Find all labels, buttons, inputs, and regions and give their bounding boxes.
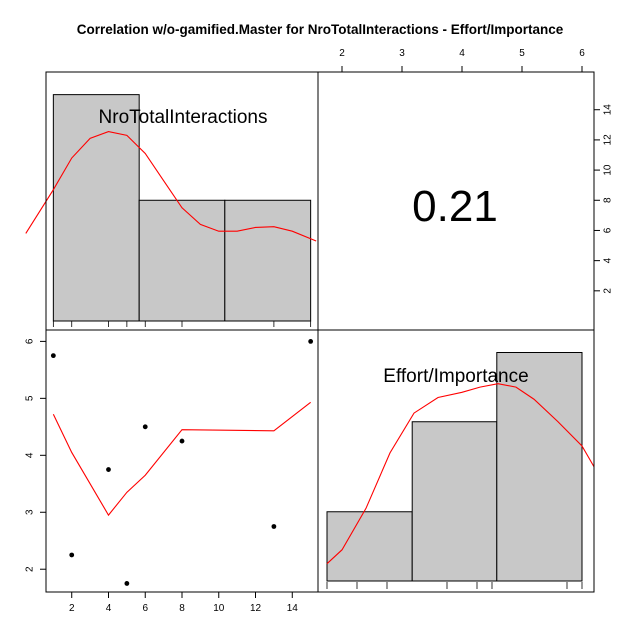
x-tick-label: 4 <box>106 603 112 614</box>
x-tick-label: 8 <box>179 603 185 614</box>
y-tick-label: 4 <box>25 452 36 458</box>
right-tick-label: 10 <box>603 164 614 176</box>
histogram-bar <box>496 352 583 582</box>
x-tick-label: 10 <box>213 603 225 614</box>
right-tick-label: 2 <box>603 288 614 294</box>
correlation-value: 0.21 <box>412 182 498 231</box>
density-curve <box>326 383 595 565</box>
data-point <box>124 581 130 586</box>
right-tick-label: 8 <box>603 197 614 203</box>
top-axis: 2 3 4 5 6 <box>339 48 585 72</box>
variable-label-nro-total-interactions: NroTotalInteractions <box>99 107 268 128</box>
top-tick-label: 2 <box>339 48 345 59</box>
variable-label-effort-importance: Effort/Importance <box>383 366 528 387</box>
histogram-bar <box>138 199 226 322</box>
x-tick-label: 2 <box>69 603 75 614</box>
y-tick-label: 2 <box>25 566 36 572</box>
right-axis: 2 4 6 8 10 12 14 <box>594 104 614 294</box>
x-tick-label: 12 <box>250 603 262 614</box>
panel-border-bottom-right <box>317 329 595 593</box>
bottom-axis: 2 4 6 8 10 12 14 <box>69 592 298 614</box>
data-point <box>271 524 277 529</box>
top-tick-label: 6 <box>579 48 585 59</box>
smooth-line <box>52 401 311 517</box>
right-tick-label: 6 <box>603 227 614 233</box>
top-tick-label: 4 <box>459 48 465 59</box>
y-tick-label: 5 <box>25 395 36 401</box>
histogram-panel-effort-importance <box>326 352 595 589</box>
data-point <box>308 338 314 344</box>
x-tick-label: 6 <box>142 603 148 614</box>
right-tick-label: 4 <box>603 257 614 263</box>
right-tick-label: 14 <box>603 104 614 116</box>
data-point <box>50 353 56 359</box>
panel-border-bottom-left <box>45 329 319 593</box>
y-tick-label: 6 <box>25 338 36 344</box>
histogram-bar <box>52 94 140 322</box>
data-point <box>179 438 185 444</box>
histogram-panel-nro-total-interactions <box>25 94 317 327</box>
right-tick-label: 12 <box>603 134 614 146</box>
left-axis: 2 3 4 5 6 <box>25 338 46 572</box>
histogram-bar <box>411 421 498 582</box>
top-tick-label: 3 <box>399 48 405 59</box>
top-tick-label: 5 <box>519 48 525 59</box>
y-tick-label: 3 <box>25 509 36 515</box>
x-tick-label: 14 <box>287 603 299 614</box>
density-curve <box>25 131 317 242</box>
data-point <box>69 552 75 558</box>
data-point <box>142 424 148 430</box>
data-point <box>106 467 111 472</box>
scatter-panel <box>50 338 314 586</box>
chart-title: Correlation w/o-gamified.Master for NroT… <box>77 22 564 37</box>
histogram-bar <box>326 511 413 582</box>
histogram-bar <box>224 199 312 322</box>
